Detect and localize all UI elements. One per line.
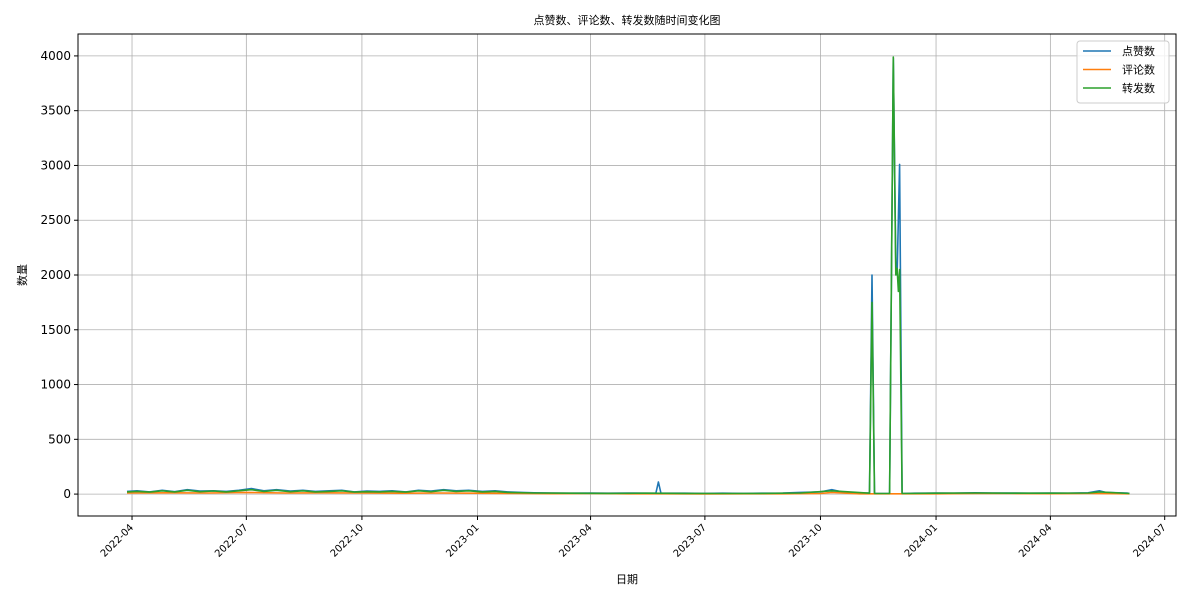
- y-tick-label: 3500: [40, 104, 71, 118]
- series-lines: [126, 56, 1130, 495]
- chart-title: 点赞数、评论数、转发数随时间变化图: [534, 13, 721, 27]
- series-line-2: [126, 56, 1130, 495]
- y-axis-title: 数量: [16, 264, 29, 286]
- y-tick-label: 1000: [40, 378, 71, 392]
- y-tick-label: 500: [48, 432, 71, 446]
- legend-label: 评论数: [1122, 63, 1155, 77]
- y-axis: 0 500 1000 1500 2000 2500 3000 3500 4000: [40, 49, 78, 501]
- legend-label: 点赞数: [1122, 45, 1155, 58]
- y-tick-label: 3000: [40, 158, 71, 172]
- legend-label: 转发数: [1122, 81, 1155, 95]
- x-axis-title: 日期: [616, 573, 638, 586]
- grid-lines: [78, 34, 1176, 516]
- y-tick-label: 1500: [40, 323, 71, 337]
- y-tick-label: 2000: [40, 268, 71, 282]
- y-tick-label: 4000: [40, 49, 71, 63]
- y-tick-label: 2500: [40, 213, 71, 227]
- y-tick-label: 0: [63, 487, 71, 501]
